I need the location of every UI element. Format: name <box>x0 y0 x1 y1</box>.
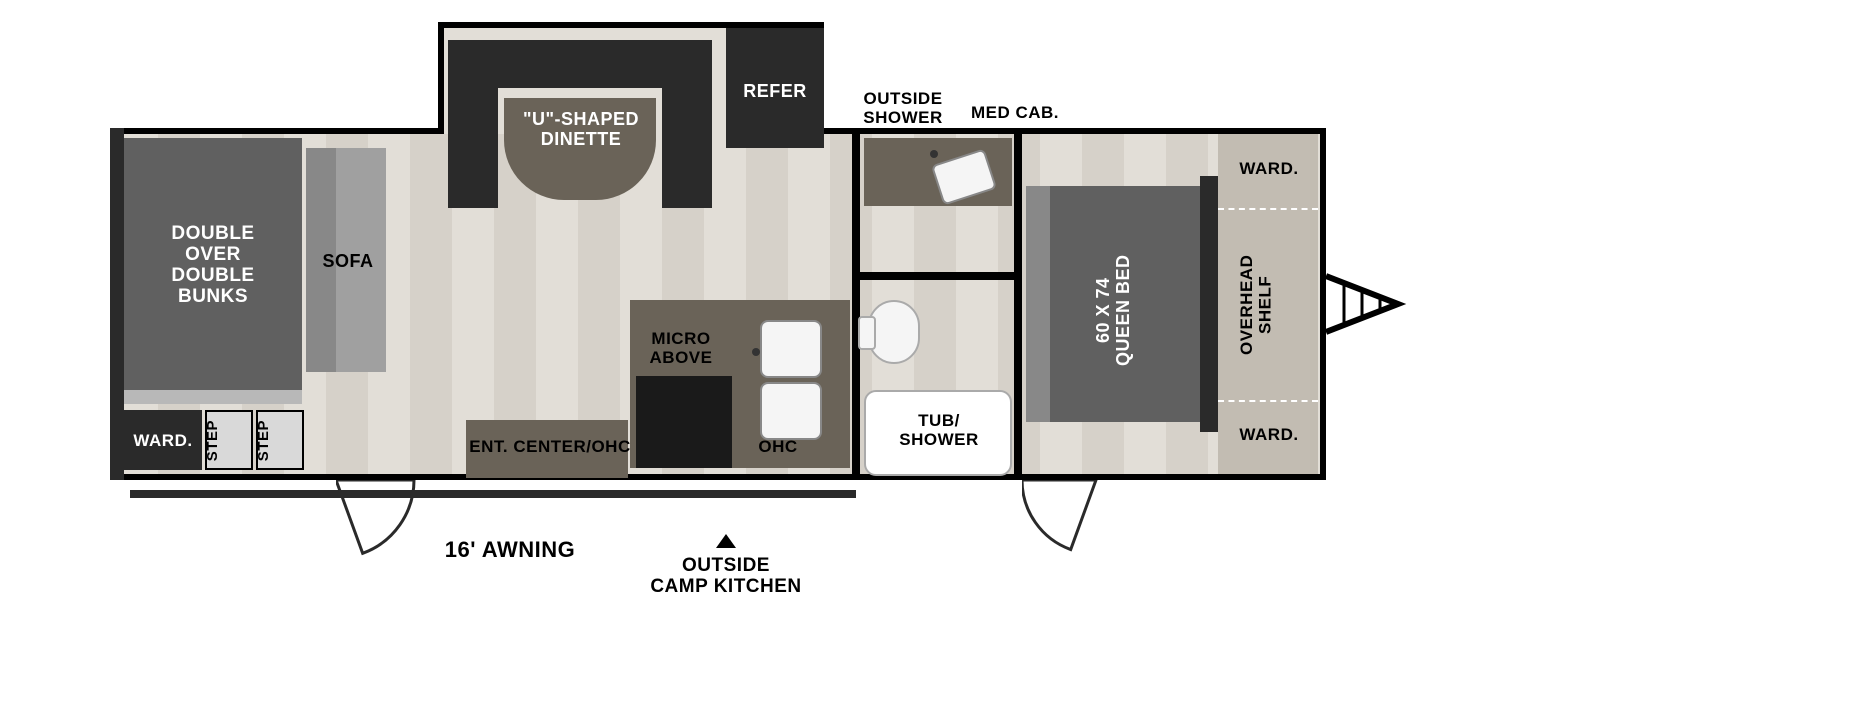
ward-bottom-label: WARD. <box>1222 426 1316 445</box>
dinette-front-seat <box>662 40 712 208</box>
bedroom-door <box>1022 480 1106 564</box>
dinette-label: "U"-SHAPED DINETTE <box>506 110 656 150</box>
dinette-rear-seat <box>448 40 498 208</box>
dinette-top-seat <box>498 40 662 88</box>
sofa-label: SOFA <box>306 252 390 272</box>
ent-center-label: ENT. CENTER/OHC <box>460 438 640 457</box>
sofa-cushion-2 <box>336 260 386 372</box>
sofa-cushion-1 <box>336 148 386 260</box>
camp-kitchen-label: OUTSIDE CAMP KITCHEN <box>636 556 816 598</box>
ward-top-label: WARD. <box>1222 160 1316 179</box>
ohc-label: OHC <box>738 438 818 457</box>
toilet-tank <box>858 316 876 350</box>
ward-divider-top <box>1218 208 1318 210</box>
ward-divider-bottom <box>1218 400 1318 402</box>
ward-rear-label: WARD. <box>126 432 200 451</box>
awning-label: 16' AWNING <box>410 538 610 562</box>
stove <box>636 376 732 468</box>
outside-shower-label: OUTSIDE SHOWER <box>848 90 958 127</box>
camp-kitchen-marker <box>716 534 736 548</box>
bath-wall-h <box>852 272 1020 280</box>
headboard <box>1200 176 1218 432</box>
step-1-label: STEP <box>205 420 253 461</box>
tub-label: TUB/ SHOWER <box>870 412 1008 449</box>
bunks-label: DOUBLE OVER DOUBLE BUNKS <box>138 224 288 308</box>
sink-1-faucet <box>752 348 760 356</box>
rear-end-cap <box>110 128 124 480</box>
micro-label: MICRO ABOVE <box>626 330 736 367</box>
lav-faucet <box>930 150 938 158</box>
med-cab-label: MED CAB. <box>960 104 1070 123</box>
sink-1 <box>760 320 822 378</box>
awning-bar <box>130 490 856 498</box>
step-2-label: STEP <box>256 420 304 461</box>
sink-2 <box>760 382 822 440</box>
bath-wall-v <box>852 134 860 478</box>
bed-runner <box>1026 186 1050 422</box>
bunk-blanket <box>124 390 302 404</box>
queen-label: 60 X 74 QUEEN BED <box>1094 240 1134 380</box>
hitch <box>1326 264 1416 344</box>
refer-label: REFER <box>730 82 820 102</box>
bath-wall-v2 <box>1014 134 1022 480</box>
overhead-label: OVERHEAD SHELF <box>1238 230 1278 380</box>
